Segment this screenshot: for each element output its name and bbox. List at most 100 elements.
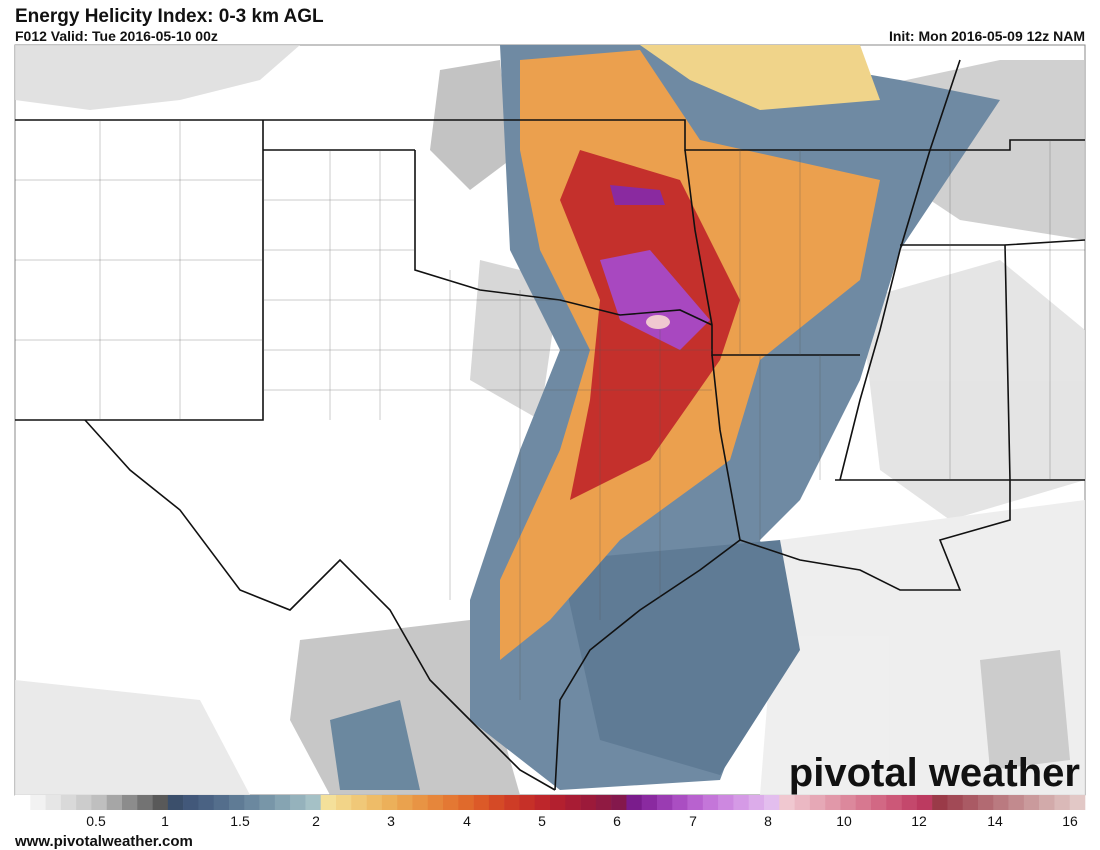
county-lines [15, 120, 1085, 700]
colorbar-swatch [91, 795, 108, 810]
gulf-blob [560, 540, 800, 775]
colorbar-swatch [473, 795, 490, 810]
colorbar-swatch [565, 795, 581, 810]
colorbar-swatch [534, 795, 551, 810]
colorbar-swatch [916, 795, 933, 810]
colorbar-tick-label: 8 [764, 813, 772, 829]
colorbar-swatch [1008, 795, 1025, 810]
colorbar-swatch [122, 795, 138, 810]
colorbar-swatch [550, 795, 566, 810]
colorbar-swatch [60, 795, 77, 810]
colorbar-swatch [183, 795, 199, 810]
footer-url[interactable]: www.pivotalweather.com [14, 833, 193, 850]
colorbar-tick-label: 5 [538, 813, 546, 829]
colorbar-swatch [167, 795, 184, 810]
colorbar-swatch [687, 795, 704, 810]
colorbar-swatch [259, 795, 276, 810]
colorbar-tick-label: 4 [463, 813, 471, 829]
colorbar-swatch [764, 795, 780, 810]
valid-time: F012 Valid: Tue 2016-05-10 00z [15, 28, 218, 44]
colorbar-swatch [886, 795, 902, 810]
colorbar-swatch [198, 795, 215, 810]
colorbar-swatch [76, 795, 92, 810]
colorbar-swatch [901, 795, 918, 810]
colorbar-tick-label: 12 [911, 813, 927, 829]
colorbar-swatch [137, 795, 153, 810]
colorbar-swatch [366, 795, 383, 810]
colorbar-tick-label: 1 [161, 813, 169, 829]
colorbar-swatch [305, 795, 322, 810]
colorbar-swatch [45, 795, 62, 810]
colorbar-tick-label: 2 [312, 813, 320, 829]
colorbar-swatch [443, 795, 459, 810]
colorbar-swatch [412, 795, 429, 810]
watermark: pivotal weather [789, 751, 1080, 795]
colorbar-swatch [641, 795, 658, 810]
colorbar-swatch [519, 795, 536, 810]
colorbar-swatch [30, 795, 46, 810]
colorbar-tick-label: 14 [987, 813, 1003, 829]
colorbar-swatch [611, 795, 627, 810]
colorbar-swatch [1023, 795, 1040, 810]
colorbar-swatch [504, 795, 520, 810]
colorbar-swatch [595, 795, 612, 810]
colorbar-tick-label: 10 [836, 813, 852, 829]
colorbar-swatch [1054, 795, 1071, 810]
colorbar-swatch [397, 795, 413, 810]
gray-patches [15, 45, 1085, 795]
colorbar-swatch [244, 795, 260, 810]
mexico-blob [330, 700, 420, 790]
colorbar-tick-label: 1.5 [230, 813, 250, 829]
colorbar-swatch [458, 795, 474, 810]
colorbar-swatch [809, 795, 826, 810]
pink-area [646, 315, 670, 329]
colorbar-swatch [657, 795, 673, 810]
colorbar-swatch [229, 795, 245, 810]
colorbar: 0.5 1 1.5 2 3 4 5 6 7 8 10 12 14 16 [15, 795, 1086, 829]
colorbar-swatch [779, 795, 795, 810]
colorbar-swatch [336, 795, 352, 810]
colorbar-swatch [290, 795, 306, 810]
colorbar-swatch [626, 795, 643, 810]
purple-area [600, 250, 710, 350]
colorbar-swatch [962, 795, 979, 810]
colorbar-tick-label: 0.5 [86, 813, 106, 829]
colorbar-swatch [320, 795, 337, 810]
colorbar-tick-label: 7 [689, 813, 697, 829]
colorbar-swatch [488, 795, 505, 810]
colorbar-swatch [381, 795, 398, 810]
colorbar-swatch [794, 795, 811, 810]
colorbar-swatch [672, 795, 688, 810]
colorbar-swatch [1069, 795, 1086, 810]
colorbar-tick-label: 6 [613, 813, 621, 829]
colorbar-swatch [106, 795, 123, 810]
colorbar-swatch [855, 795, 872, 810]
colorbar-swatch [932, 795, 948, 810]
yellow-area [640, 45, 880, 110]
colorbar-swatch [702, 795, 719, 810]
purple-area [610, 185, 665, 205]
colorbar-swatch [978, 795, 994, 810]
colorbar-swatch [351, 795, 367, 810]
colorbar-swatch [1039, 795, 1055, 810]
colorbar-swatch [733, 795, 750, 810]
title: Energy Helicity Index: 0-3 km AGL [15, 6, 324, 27]
colorbar-swatch [825, 795, 841, 810]
colorbar-tick-label: 16 [1062, 813, 1078, 829]
colorbar-swatch [993, 795, 1009, 810]
colorbar-swatch [152, 795, 169, 810]
colorbar-swatch [15, 795, 31, 810]
colorbar-swatch [840, 795, 857, 810]
map: pivotal weather [14, 44, 1086, 796]
colorbar-swatch [213, 795, 230, 810]
colorbar-swatch [274, 795, 291, 810]
colorbar-swatch [718, 795, 734, 810]
colorbar-swatch [580, 795, 597, 810]
colorbar-swatch [871, 795, 887, 810]
colorbar-tick-label: 3 [387, 813, 395, 829]
colorbar-swatch [748, 795, 765, 810]
colorbar-swatch [947, 795, 964, 810]
init-time: Init: Mon 2016-05-09 12z NAM [889, 28, 1085, 44]
colorbar-swatch [427, 795, 444, 810]
